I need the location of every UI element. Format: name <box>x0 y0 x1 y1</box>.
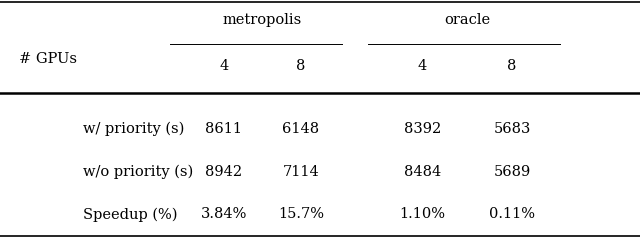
Text: oracle: oracle <box>444 12 490 27</box>
Text: 7114: 7114 <box>282 164 319 179</box>
Text: Speedup (%): Speedup (%) <box>83 207 178 221</box>
Text: 4: 4 <box>418 59 427 73</box>
Text: 4: 4 <box>220 59 228 73</box>
Text: 0.11%: 0.11% <box>489 207 535 221</box>
Text: 8484: 8484 <box>404 164 441 179</box>
Text: 8392: 8392 <box>404 122 441 136</box>
Text: 5683: 5683 <box>493 122 531 136</box>
Text: # GPUs: # GPUs <box>19 52 77 66</box>
Text: metropolis: metropolis <box>223 12 302 27</box>
Text: 6148: 6148 <box>282 122 319 136</box>
Text: w/o priority (s): w/o priority (s) <box>83 164 193 179</box>
Text: w/ priority (s): w/ priority (s) <box>83 122 184 136</box>
Text: 3.84%: 3.84% <box>201 207 247 221</box>
Text: 8942: 8942 <box>205 164 243 179</box>
Text: 1.10%: 1.10% <box>399 207 445 221</box>
Text: 8: 8 <box>296 59 305 73</box>
Text: 8611: 8611 <box>205 122 243 136</box>
Text: 15.7%: 15.7% <box>278 207 324 221</box>
Text: 5689: 5689 <box>493 164 531 179</box>
Text: 8: 8 <box>508 59 516 73</box>
